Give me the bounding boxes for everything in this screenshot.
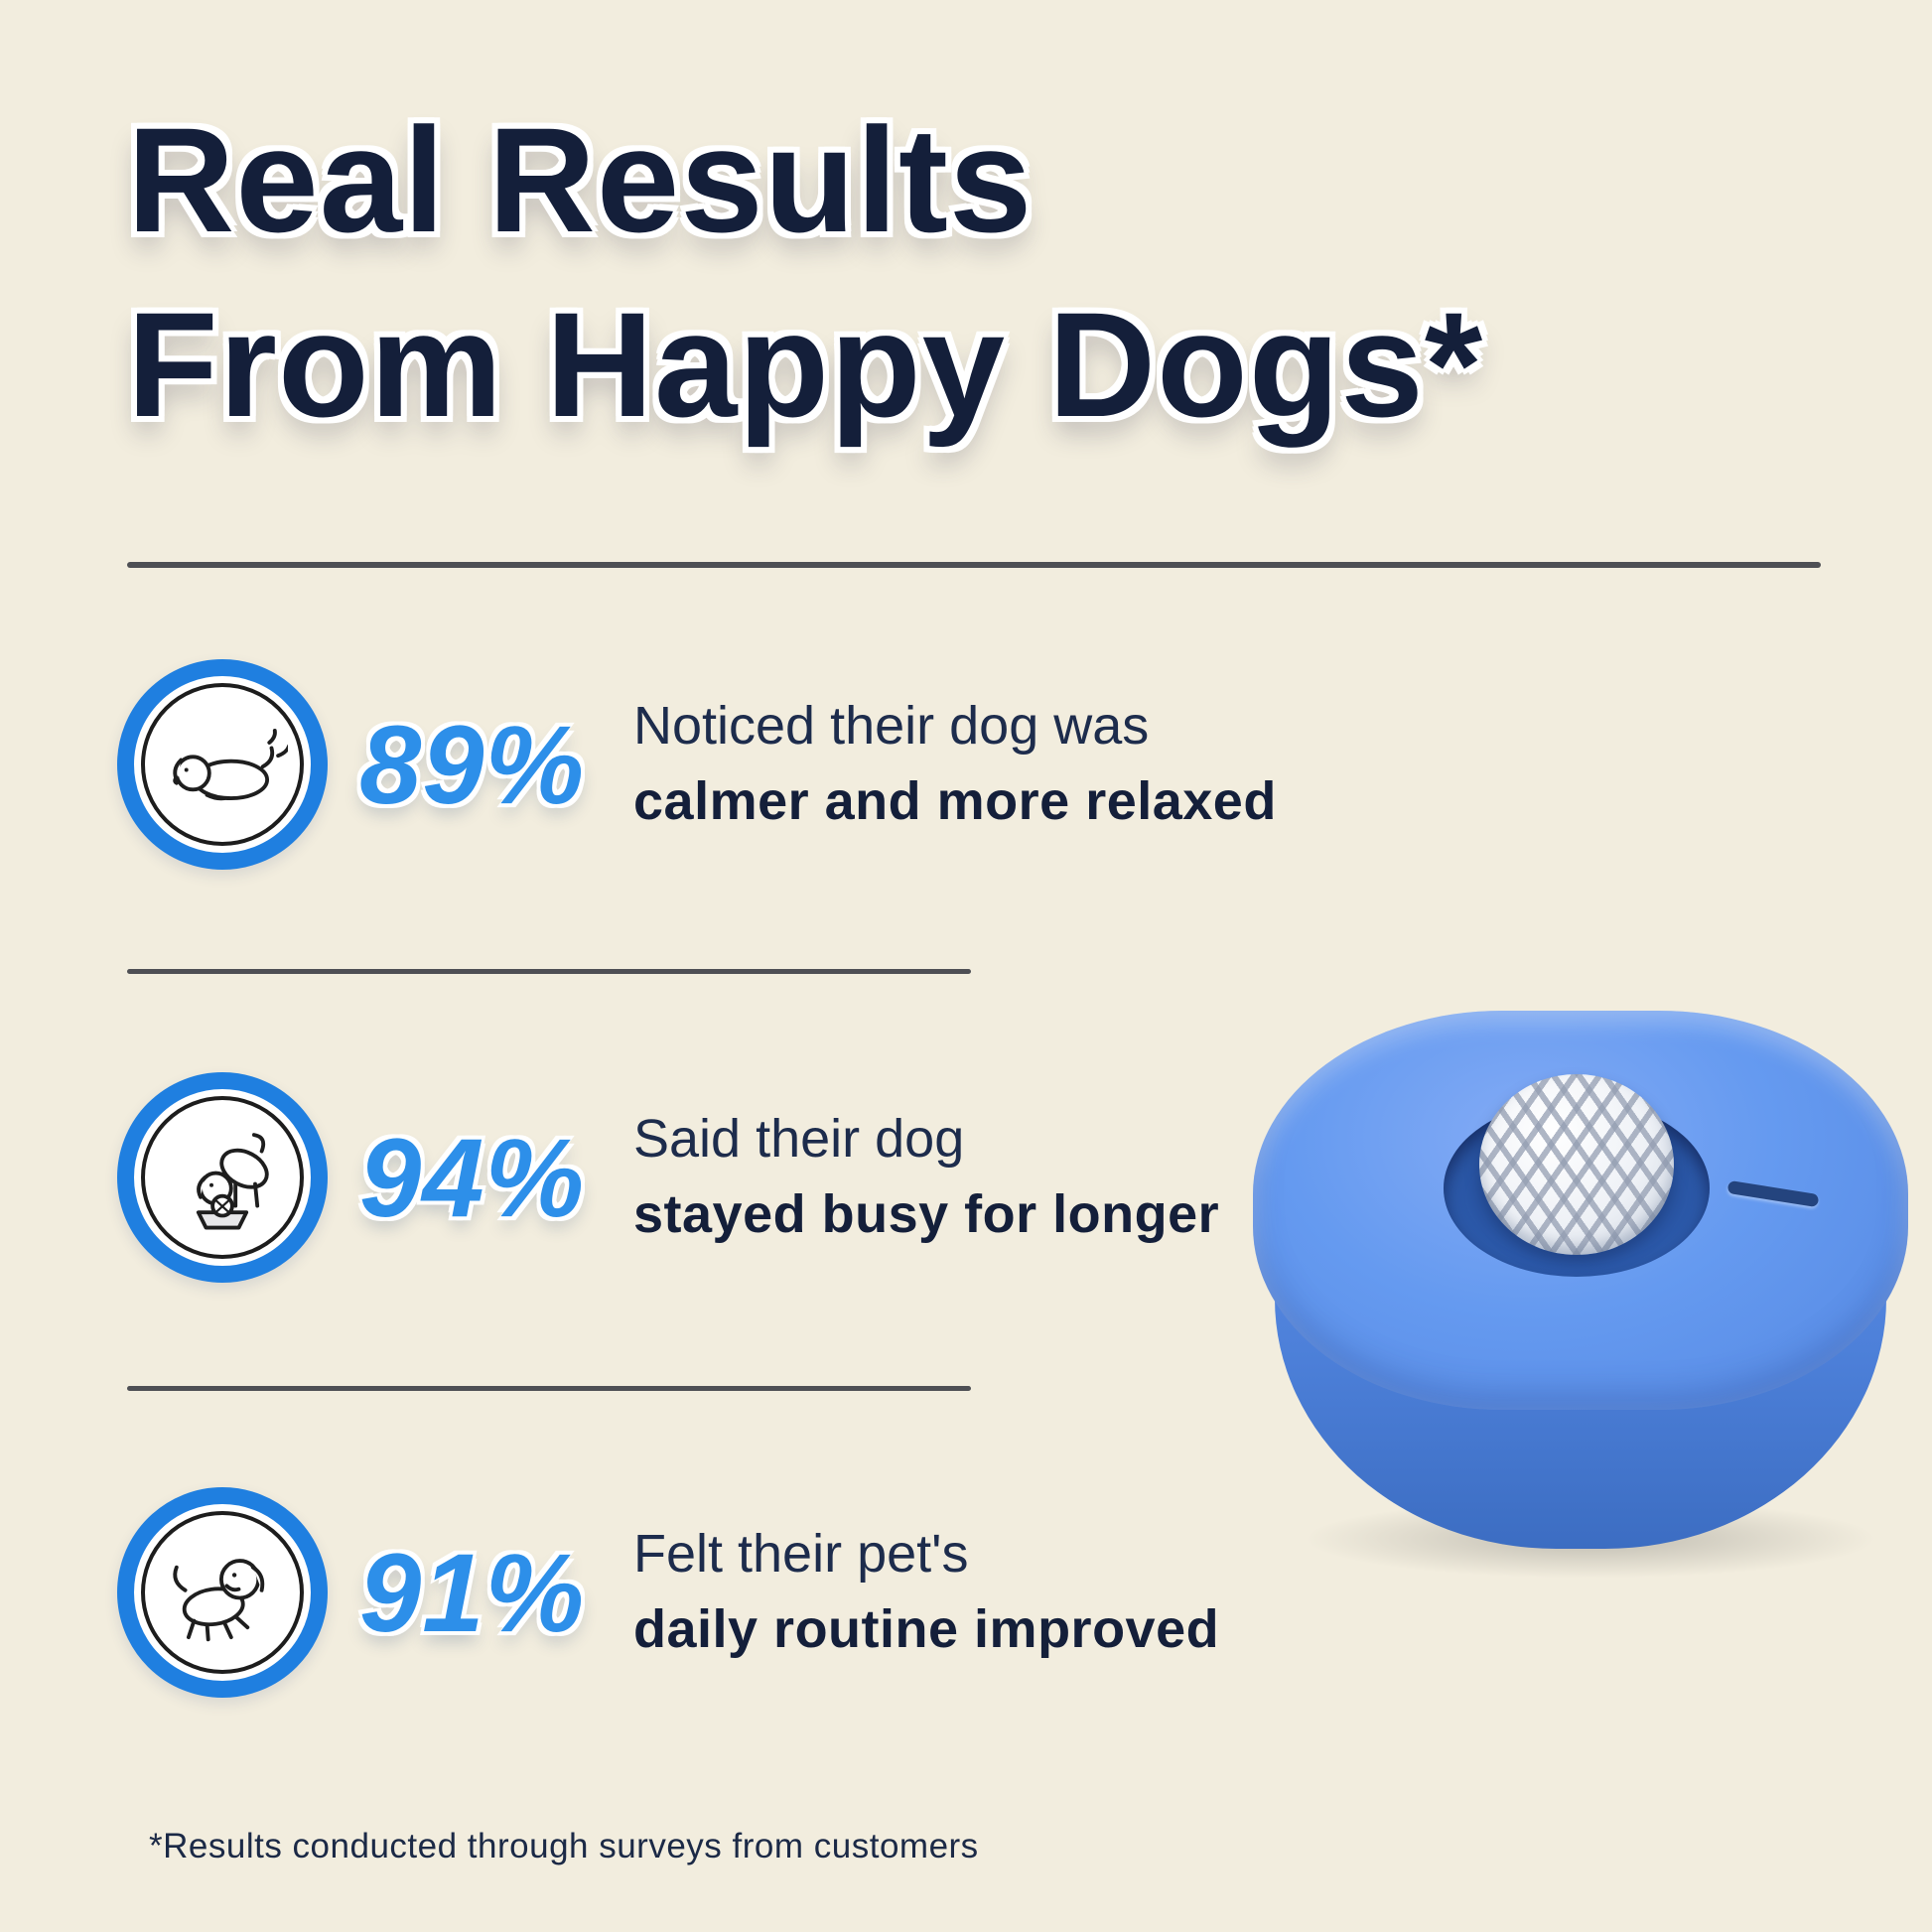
stat-line2: calmer and more relaxed bbox=[633, 771, 1277, 831]
bowl-lattice-ball bbox=[1479, 1074, 1674, 1255]
stat-line1: Noticed their dog was bbox=[633, 696, 1150, 757]
stat-text: Noticed their dog was calmer and more re… bbox=[633, 689, 1277, 839]
stat-percent: 91% bbox=[359, 1530, 586, 1655]
lying-dog-drawing bbox=[173, 728, 288, 801]
dog-eating-drawing bbox=[196, 1133, 269, 1230]
stat-percent: 89% bbox=[359, 702, 586, 827]
section-divider bbox=[127, 1386, 971, 1391]
stat-row-busy: 94% Said their dog stayed busy for longe… bbox=[117, 1072, 1219, 1283]
lying-dog-icon bbox=[141, 683, 304, 846]
walking-puppy-drawing bbox=[173, 1559, 265, 1642]
stat-percent: 94% bbox=[359, 1115, 586, 1240]
stat-line1: Said their dog bbox=[633, 1109, 965, 1170]
stat-icon-ring bbox=[117, 1487, 328, 1698]
stat-text: Felt their pet's daily routine improved bbox=[633, 1517, 1219, 1667]
stat-row-calmer: 89% Noticed their dog was calmer and mor… bbox=[117, 659, 1277, 870]
footnote: *Results conducted through surveys from … bbox=[149, 1827, 979, 1865]
stat-line1: Felt their pet's bbox=[633, 1524, 969, 1585]
stat-text: Said their dog stayed busy for longer bbox=[633, 1102, 1219, 1252]
product-image-blue-slow-feeder-bowl bbox=[1253, 983, 1928, 1608]
section-divider bbox=[127, 969, 971, 974]
stat-row-routine: 91% Felt their pet's daily routine impro… bbox=[117, 1487, 1219, 1698]
walking-puppy-icon bbox=[141, 1511, 304, 1674]
stat-line2: stayed busy for longer bbox=[633, 1184, 1220, 1244]
page-title: Real Results From Happy Dogs* bbox=[127, 87, 1483, 457]
dog-eating-from-bowl-icon bbox=[141, 1096, 304, 1259]
stat-icon-ring bbox=[117, 1072, 328, 1283]
page-title-line1: Real Results bbox=[127, 96, 1034, 263]
page-title-line2: From Happy Dogs* bbox=[127, 281, 1484, 448]
stat-line2: daily routine improved bbox=[633, 1599, 1220, 1659]
stat-icon-ring bbox=[117, 659, 328, 870]
heading-divider bbox=[127, 562, 1821, 568]
